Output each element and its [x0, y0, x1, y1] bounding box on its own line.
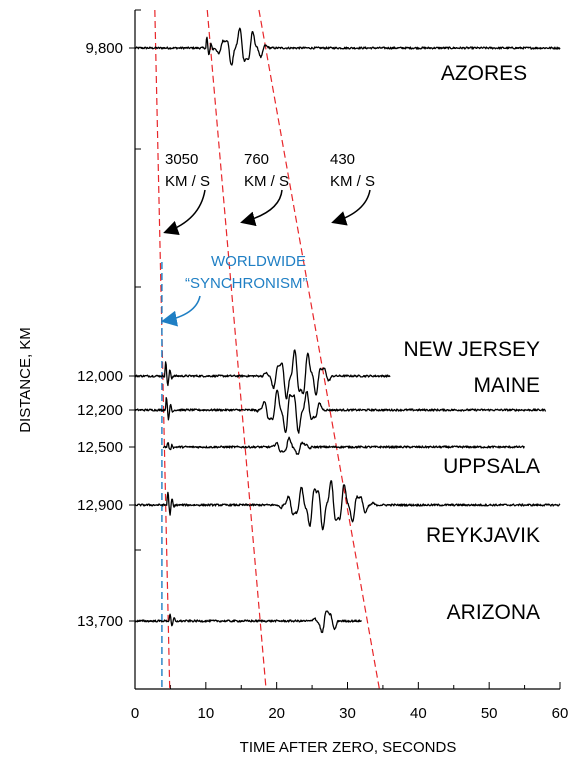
- x-tick-label: 20: [268, 705, 285, 722]
- velocity-label-value: 3050: [165, 151, 198, 168]
- x-tick-label: 50: [481, 705, 498, 722]
- x-tick-label: 60: [552, 705, 569, 722]
- synchronism-label-line1: WORLDWIDE: [211, 253, 306, 270]
- velocity-line: [154, 9, 171, 690]
- y-tick-label: 9,800: [85, 40, 123, 57]
- station-label: ARIZONA: [447, 601, 540, 624]
- x-tick-label: 0: [131, 705, 139, 722]
- station-label: UPPSALA: [443, 455, 540, 478]
- y-tick-label: 12,900: [77, 497, 123, 514]
- velocity-label-value: 430: [330, 151, 355, 168]
- x-tick-label: 10: [197, 705, 214, 722]
- velocity-lines: [154, 9, 380, 690]
- seismogram-trace: [134, 389, 547, 434]
- x-tick-label: 40: [410, 705, 427, 722]
- station-label: NEW JERSEY: [403, 338, 540, 361]
- seismogram-trace: [134, 610, 362, 634]
- velocity-label-value: 760: [244, 151, 269, 168]
- station-label: REYKJAVIK: [426, 524, 540, 547]
- annotations: 3050 KM / S 760 KM / S 430 KM / S WORLDWIDE “SY…: [160, 151, 375, 327]
- x-tick-label: 30: [339, 705, 356, 722]
- axes: 0 10 20 30 40 50 60: [131, 9, 569, 722]
- x-axis-title: TIME AFTER ZERO, SECONDS: [240, 739, 457, 756]
- y-tick-label: 12,200: [77, 402, 123, 419]
- velocity-line: [258, 9, 380, 690]
- y-tick-label: 13,700: [77, 613, 123, 630]
- velocity-label-unit: KM / S: [330, 173, 375, 190]
- seismogram-trace: [134, 27, 561, 66]
- y-tick-label: 12,000: [77, 368, 123, 385]
- velocity-label-unit: KM / S: [165, 173, 210, 190]
- velocity-line: [206, 9, 267, 690]
- velocity-arrow: [163, 189, 206, 236]
- synchronism-label-line2: “SYNCHRONISM”: [185, 275, 308, 292]
- seismogram-trace: [162, 436, 525, 455]
- seismogram-trace: [134, 480, 561, 531]
- velocity-arrow: [240, 189, 283, 227]
- seismogram-trace: [134, 349, 391, 400]
- y-axis-title: DISTANCE, KM: [17, 327, 34, 433]
- velocity-arrow: [331, 189, 371, 226]
- synchronism-arrow: [160, 295, 201, 327]
- seismogram-traces: 9,800 AZORES 12,000 NEW JERSEY 12,200 MAINE 12…: [77, 27, 561, 634]
- y-tick-label: 12,500: [77, 439, 123, 456]
- station-label: AZORES: [441, 62, 527, 85]
- station-label: MAINE: [473, 374, 540, 397]
- velocity-label-unit: KM / S: [244, 173, 289, 190]
